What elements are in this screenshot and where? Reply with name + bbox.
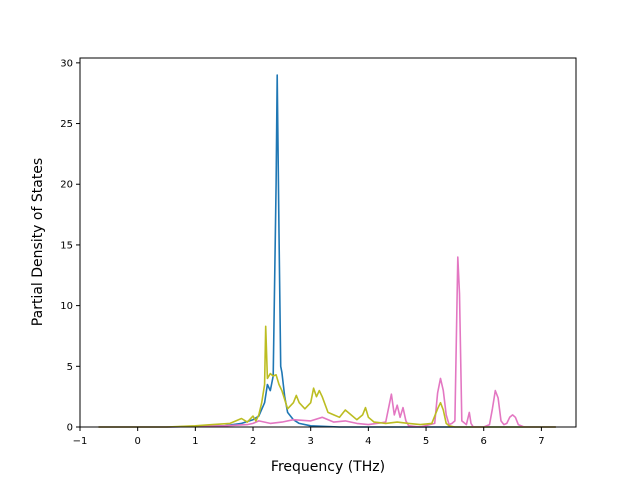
y-axis-label: Partial Density of States xyxy=(30,158,46,326)
y-tick-label: 5 xyxy=(67,362,73,373)
x-tick-label: 6 xyxy=(481,436,487,447)
x-axis-ticks: −1 0 1 2 3 4 5 6 7 xyxy=(73,427,545,447)
plot-frame xyxy=(79,57,577,428)
x-tick-label: 4 xyxy=(365,436,371,447)
y-tick-label: 30 xyxy=(60,58,73,69)
series-line-1 xyxy=(98,74,556,428)
series-line-2 xyxy=(98,256,556,428)
y-tick-label: 10 xyxy=(60,301,73,312)
plot-series xyxy=(98,74,556,428)
x-tick-label: −1 xyxy=(73,436,88,447)
y-tick-label: 15 xyxy=(60,240,73,251)
y-tick-label: 20 xyxy=(60,180,73,191)
x-tick-label: 3 xyxy=(308,436,314,447)
y-tick-label: 25 xyxy=(60,119,73,130)
x-tick-label: 7 xyxy=(538,436,544,447)
y-tick-label: 0 xyxy=(67,423,73,434)
x-tick-label: 5 xyxy=(423,436,429,447)
series-line-3 xyxy=(98,325,556,428)
x-tick-label: 1 xyxy=(192,436,198,447)
y-axis-ticks: 0 5 10 15 20 25 30 xyxy=(60,58,80,434)
x-tick-label: 2 xyxy=(250,436,256,447)
x-axis-label: Frequency (THz) xyxy=(271,459,385,475)
x-tick-label: 0 xyxy=(134,436,140,447)
